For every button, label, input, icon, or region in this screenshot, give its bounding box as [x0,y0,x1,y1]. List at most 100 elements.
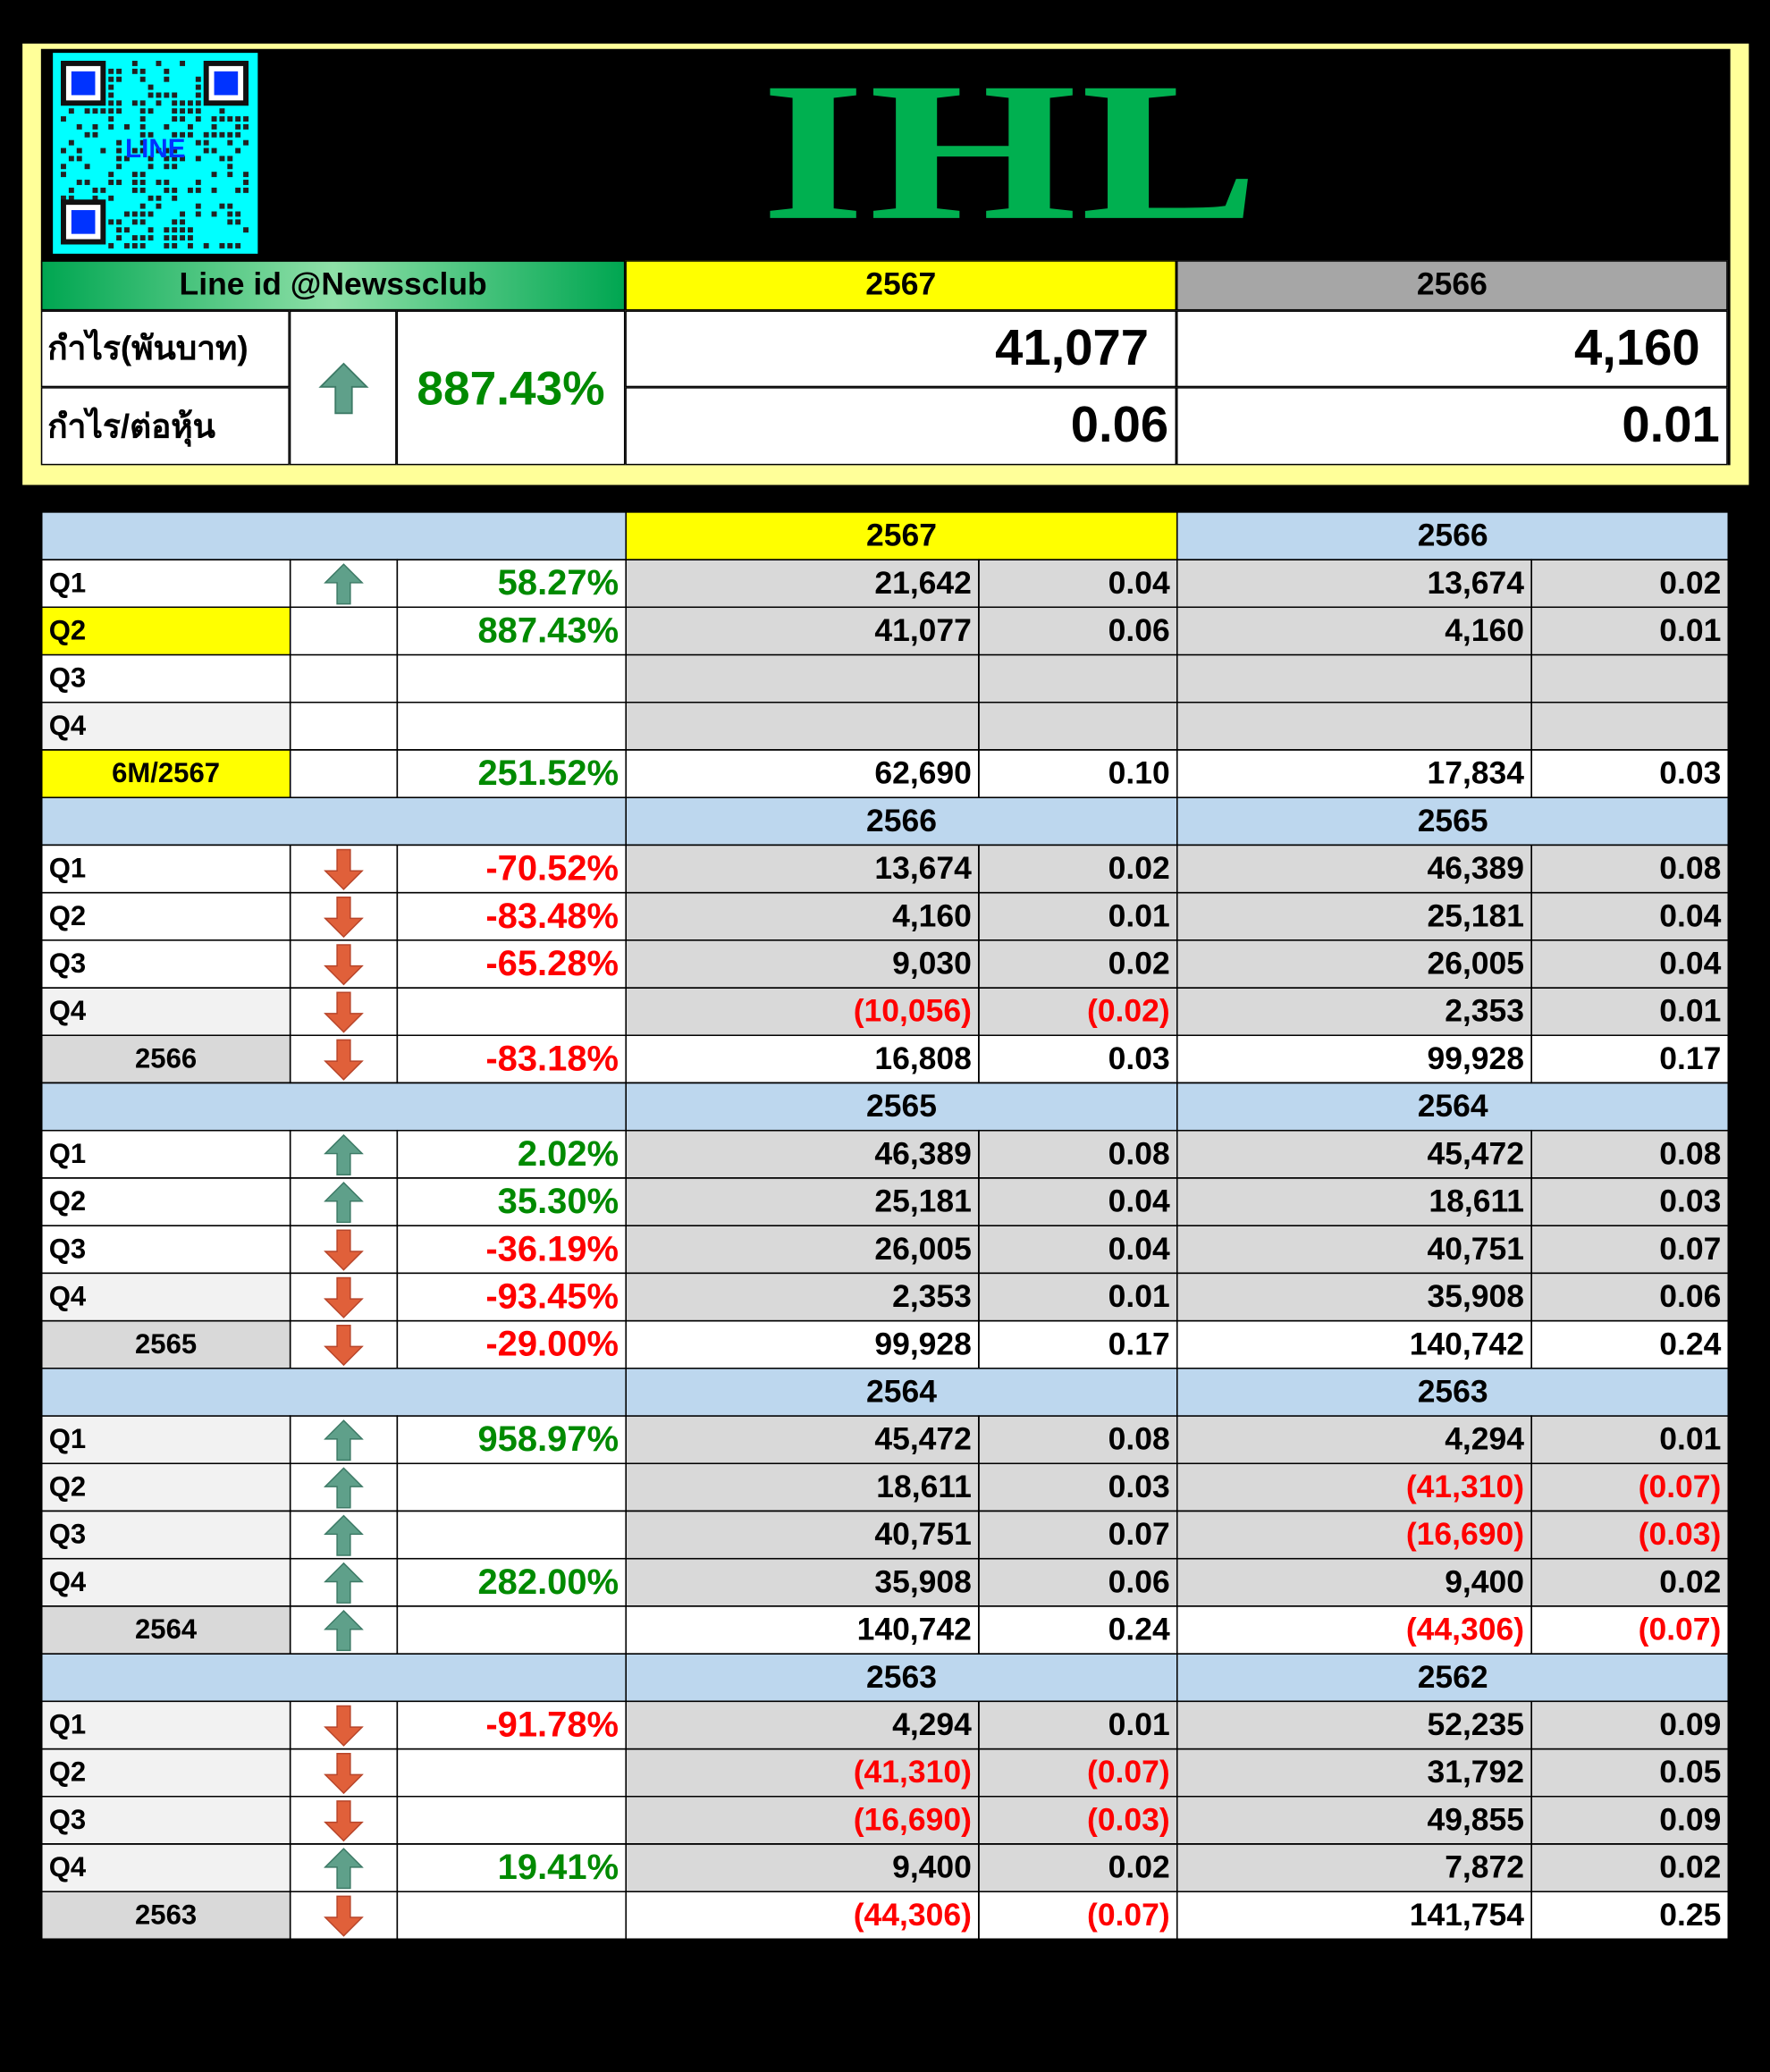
qr-module [123,123,130,130]
row-label: Q3 [40,1225,291,1275]
qr-module [92,195,98,201]
qr-module [227,131,233,138]
qr-module [148,211,154,217]
eps-value: 0.24 [1530,1319,1730,1369]
qr-module [211,211,217,217]
qr-module [187,227,193,233]
profit-value: 141,754 [1176,1891,1532,1941]
qr-module [180,108,186,114]
section-blank [40,796,627,846]
eps-value: 0.04 [1530,891,1730,941]
qr-module [139,219,146,225]
qr-module [195,76,201,82]
qr-module [116,235,122,241]
arrow-cell [289,749,399,798]
arrow-down [323,1799,364,1841]
profit-value: 13,674 [625,844,980,894]
qr-module [187,131,193,138]
eps-value: 0.10 [978,749,1178,798]
qr-module [108,100,114,106]
eps-value: 0.17 [978,1319,1178,1369]
qr-module [227,116,233,122]
profit-value: 17,834 [1176,749,1532,798]
qr-module [100,147,106,154]
qr-module [76,147,82,154]
arrow-cell [289,1415,399,1464]
profit-value: 46,389 [625,1129,980,1179]
profit-value [1176,701,1532,751]
qr-module [180,116,186,122]
row-label: Q4 [40,1557,291,1607]
qr-module [172,227,178,233]
profit-value: 52,235 [1176,1700,1532,1750]
qr-module [108,84,114,90]
eps-value: 0.06 [1530,1272,1730,1322]
qr-module [235,116,241,122]
change [396,1510,627,1560]
qr-module [131,235,138,241]
eps-value: 0.01 [978,1272,1178,1322]
qr-module [116,76,122,82]
eps-value: 0.06 [978,606,1178,656]
qr-module [148,164,154,170]
quarter-row: Q3 -65.28% 9,030 0.02 26,005 0.04 [40,939,1730,989]
eps-value: 0.01 [978,1700,1178,1750]
qr-module [211,172,217,178]
section-header: 2563 2562 [40,1653,1730,1703]
year-header: 2562 [1176,1653,1730,1703]
profit-value: 49,855 [1176,1796,1532,1845]
qr-module [219,203,225,209]
qr-module [203,139,209,146]
quarter-row: Q2 35.30% 25,181 0.04 18,611 0.03 [40,1177,1730,1226]
row-label: 6M/2567 [40,749,291,798]
profit-value: 4,160 [1176,606,1532,656]
qr-module [139,187,146,193]
row-label: Q3 [40,1796,291,1845]
qr-module [156,203,162,209]
profit-value: 140,742 [1176,1319,1532,1369]
qr-module [180,61,186,66]
qr-module [131,147,138,154]
quarter-row: Q4 (10,056) (0.02) 2,353 0.01 [40,987,1730,1036]
eps-value: 0.08 [978,1129,1178,1179]
qr-module [211,131,217,138]
year-header: 2563 [625,1653,1178,1703]
qr-module [68,195,74,201]
profit-value: 40,751 [1176,1225,1532,1275]
qr-module [68,187,74,193]
qr-module [148,195,154,201]
profit-value: 4,160 [625,891,980,941]
qr-module [139,243,146,248]
qr-module [195,92,201,98]
eps-value [978,653,1178,703]
qr-module [139,116,146,122]
profit-value: 4,294 [625,1700,980,1750]
eps-value: 0.02 [978,939,1178,989]
qr-module [68,139,74,146]
qr-module [156,147,162,154]
arrow-down [323,1705,364,1747]
qr-module [219,131,225,138]
arrow-cell [289,1796,399,1845]
qr-module [172,92,178,98]
qr-module [108,123,114,130]
row-label: Q3 [40,653,291,703]
section-blank [40,1653,627,1703]
profit-value: 2,353 [625,1272,980,1322]
arrow-cell [289,653,399,703]
profit-value [625,653,980,703]
arrow-cell [289,987,399,1036]
profit-value: 62,690 [625,749,980,798]
qr-module [92,131,98,138]
qr-module [164,147,170,154]
change: -70.52% [396,844,627,894]
qr-module [195,211,201,217]
profit-value: 2,353 [1176,987,1532,1036]
qr-module [227,211,233,217]
total-row: 2564 140,742 0.24 (44,306) (0.07) [40,1605,1730,1655]
profit-value: (41,310) [1176,1462,1532,1512]
qr-module [227,139,233,146]
qr-module [131,68,138,74]
profit-value: 26,005 [625,1225,980,1275]
qr-module [214,71,239,96]
